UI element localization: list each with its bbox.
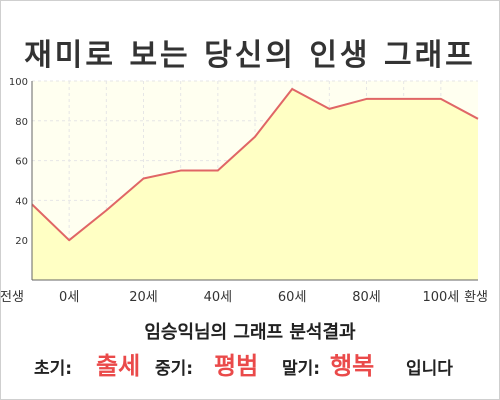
analysis-heading: 임승익님의 그래프 분석결과	[144, 322, 356, 343]
x-tick-label: 0세	[59, 290, 79, 305]
middle-label: 중기:	[155, 359, 194, 379]
y-tick-label: 40	[15, 196, 28, 207]
closing-text: 입니다	[406, 359, 453, 379]
series-area	[32, 88, 478, 281]
late-label: 말기:	[282, 359, 321, 379]
x-tick-label: 환생	[464, 290, 488, 305]
y-tick-label: 80	[15, 117, 28, 128]
late-value: 행복	[330, 352, 375, 380]
x-tick-label: 40세	[204, 290, 233, 305]
early-value: 출세	[96, 352, 141, 380]
middle-value: 평범	[214, 352, 259, 380]
y-tick-label: 20	[15, 236, 28, 247]
y-tick-label: 100	[9, 77, 28, 88]
y-tick-label: 60	[15, 157, 28, 168]
x-tick-label: 100세	[422, 290, 459, 305]
x-tick-label: 60세	[278, 290, 307, 305]
x-tick-label: 전생	[0, 290, 24, 305]
x-tick-labels: 전생 0세 20세 40세 60세 80세 100세 환생	[0, 290, 488, 305]
early-label: 초기:	[34, 359, 73, 379]
x-tick-label: 20세	[129, 290, 158, 305]
y-tick-labels: 20 40 60 80 100	[9, 77, 28, 247]
series-line	[31, 87, 479, 242]
chart-title: 재미로 보는 당신의 인생 그래프	[24, 38, 476, 73]
x-tick-label: 80세	[352, 290, 381, 305]
